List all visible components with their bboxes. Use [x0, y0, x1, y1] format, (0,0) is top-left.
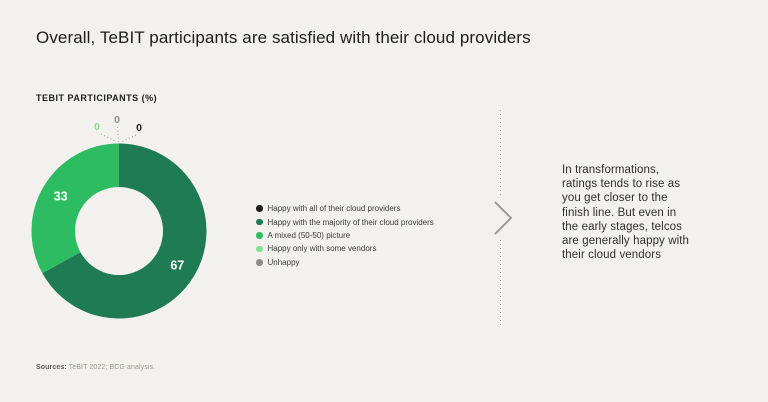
legend-label: Unhappy	[267, 257, 300, 267]
legend-dot	[256, 218, 263, 226]
legend-label: A mixed (50-50) picture	[267, 230, 351, 240]
sources-label: Sources:	[36, 364, 67, 371]
chevron-right-icon	[494, 201, 512, 235]
page-title: Overall, TeBIT participants are satisfie…	[36, 28, 531, 47]
legend-item: Unhappy	[256, 256, 434, 269]
legend-label: Happy with the majority of their cloud p…	[267, 217, 434, 227]
donut-segment	[42, 143, 207, 319]
chevron-right-stroke	[494, 201, 512, 235]
zero-leader-line	[121, 134, 137, 142]
legend-item: Happy with all of their cloud providers	[256, 202, 434, 215]
sources-note: Sources: TeBIT 2022; BCG analysis.	[36, 364, 155, 371]
legend-dot	[256, 259, 263, 266]
donut-value-label: 33	[54, 190, 68, 204]
legend-item: Happy only with some vendors	[256, 242, 434, 255]
donut-segment	[31, 143, 120, 274]
donut-value-label: 67	[170, 258, 184, 272]
annotation-text: In transformations, ratings tends to ris…	[562, 164, 690, 262]
legend-dot	[256, 245, 263, 253]
dotted-divider-bottom	[500, 240, 501, 326]
zero-leader-line	[117, 126, 119, 142]
dotted-divider-top	[500, 110, 501, 197]
legend-item: A mixed (50-50) picture	[256, 229, 434, 242]
zero-leader-line	[100, 133, 117, 142]
sources-text: TeBIT 2022; BCG analysis.	[66, 364, 156, 371]
legend-label: Happy with all of their cloud providers	[267, 204, 401, 214]
donut-chart: 67 33 0 0 0	[31, 114, 207, 319]
zero-value-label: 0	[94, 121, 100, 133]
legend-item: Happy with the majority of their cloud p…	[256, 215, 434, 228]
legend-dot	[256, 205, 263, 212]
legend-dot	[256, 232, 263, 239]
legend-label: Happy only with some vendors	[267, 244, 377, 254]
zero-value-label: 0	[114, 114, 120, 126]
zero-value-label: 0	[136, 122, 142, 134]
chart-units-label: TEBIT PARTICIPANTS (%)	[36, 93, 158, 103]
chart-legend: Happy with all of their cloud providers H…	[256, 202, 434, 269]
